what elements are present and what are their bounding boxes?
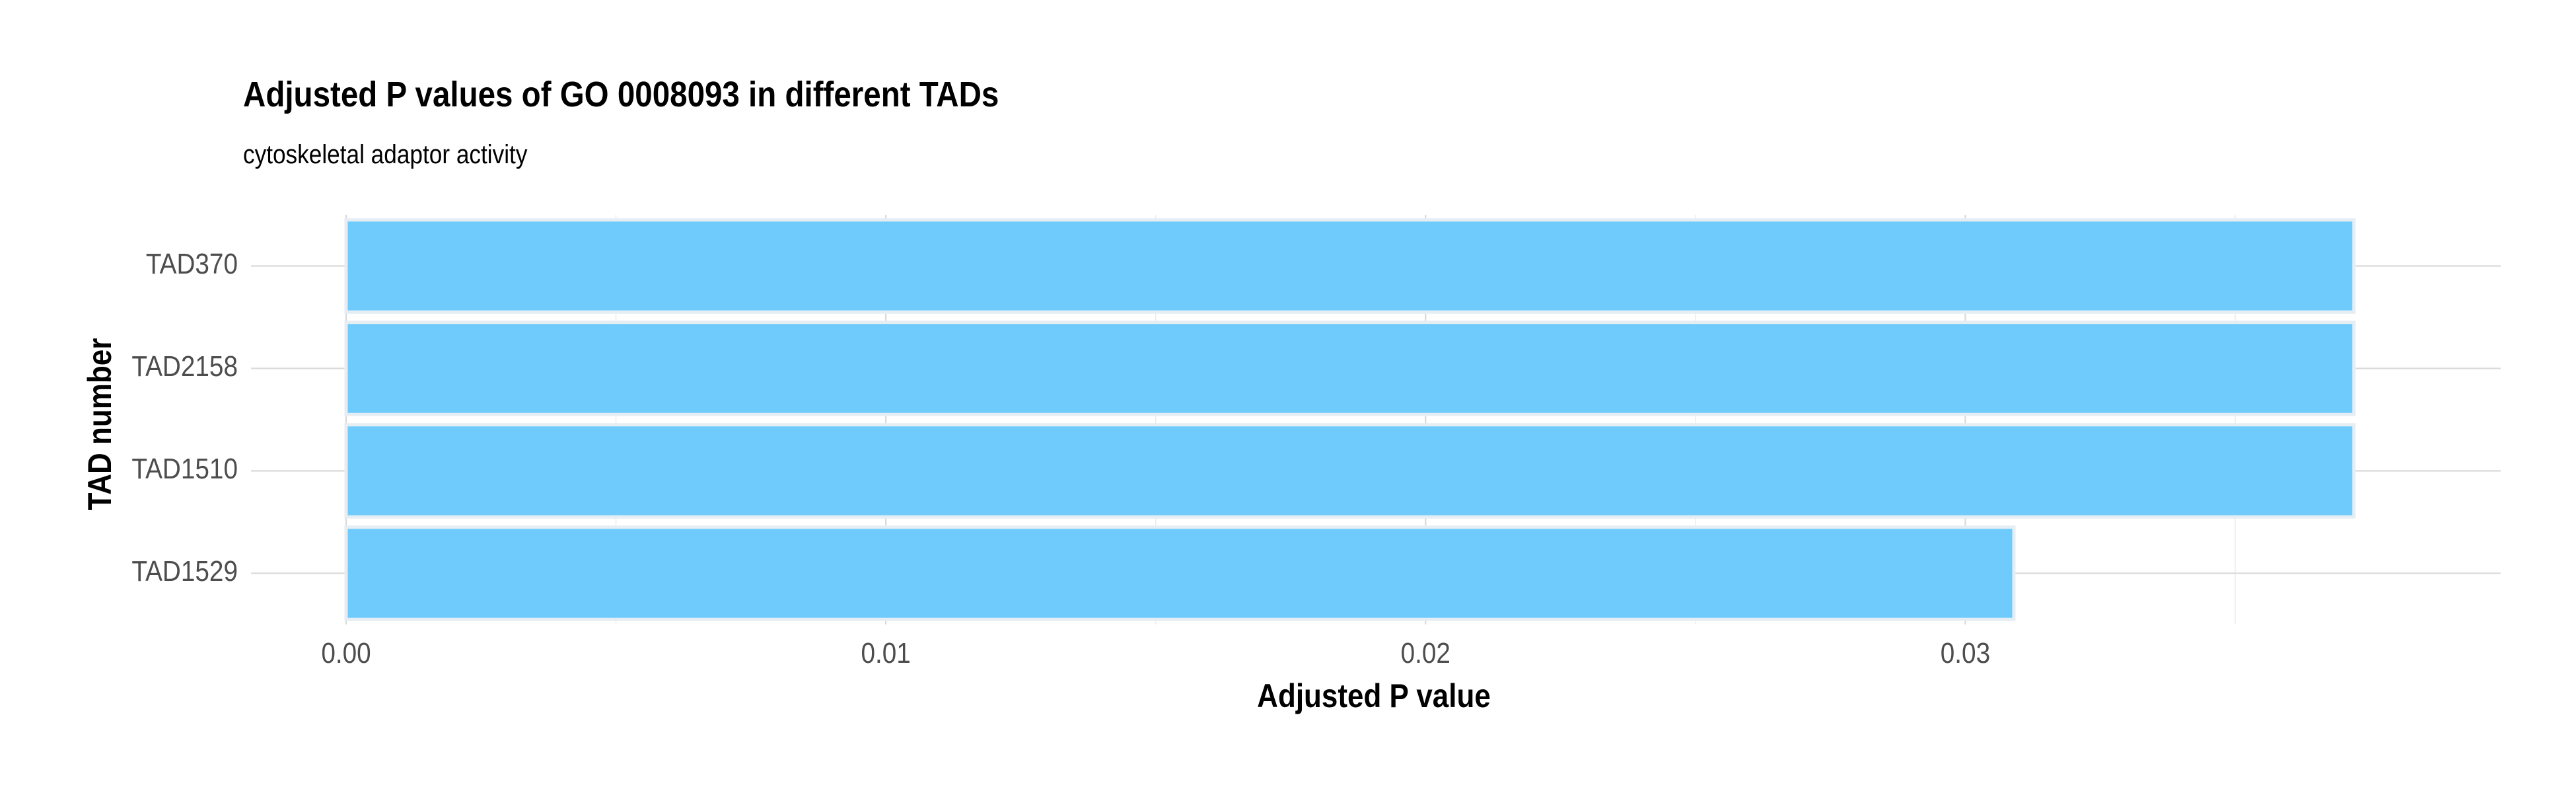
x-tick-label: 0.03 (1941, 636, 1990, 669)
x-tick-labels: 0.00 0.01 0.02 0.03 (321, 636, 1990, 669)
y-tick-label: TAD370 (146, 247, 238, 280)
x-tick-label: 0.01 (861, 636, 910, 669)
y-tick-label: TAD2158 (131, 350, 238, 383)
x-tick-label: 0.00 (321, 636, 371, 669)
x-tick-label: 0.02 (1401, 636, 1450, 669)
y-tick-label: TAD1529 (131, 554, 238, 587)
bar-tad1529 (344, 525, 2016, 621)
y-axis-label: TAD number (81, 338, 118, 511)
chart-title: Adjusted P values of GO 0008093 in diffe… (243, 75, 999, 114)
bars (344, 218, 2356, 621)
y-tick-label: TAD1510 (131, 452, 238, 485)
bar-tad2158 (344, 321, 2356, 416)
chart-subtitle: cytoskeletal adaptor activity (243, 140, 528, 169)
bar-tad370 (344, 218, 2356, 314)
x-axis-label: Adjusted P value (1257, 677, 1491, 714)
bar-tad1510 (344, 423, 2356, 519)
y-tick-labels: TAD370 TAD2158 TAD1510 TAD1529 (131, 247, 238, 587)
